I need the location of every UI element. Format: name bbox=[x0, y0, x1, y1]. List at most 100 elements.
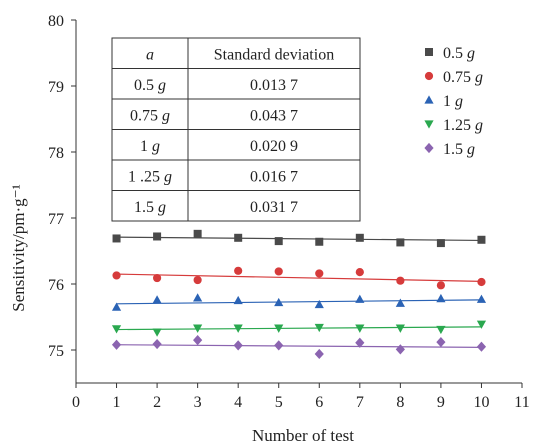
legend-marker-series-2 bbox=[424, 95, 434, 104]
legend-label-series-2-value: 1 bbox=[443, 93, 451, 110]
data-point-series-4 bbox=[355, 337, 365, 348]
data-point-series-2 bbox=[355, 294, 365, 303]
data-point-series-3 bbox=[193, 324, 203, 333]
table-cell-sd: 0.020 9 bbox=[250, 138, 298, 155]
data-point-series-0 bbox=[274, 237, 283, 246]
trendline-series-2 bbox=[116, 299, 482, 305]
x-tick-label: 0 bbox=[72, 394, 80, 411]
data-point-series-2 bbox=[193, 293, 203, 302]
data-point-series-0 bbox=[355, 233, 364, 242]
y-tick-label: 75 bbox=[48, 343, 64, 360]
legend-label-series-1: 0.75 g bbox=[443, 69, 483, 86]
data-point-series-0 bbox=[315, 237, 324, 246]
data-point-series-1 bbox=[396, 276, 405, 285]
table-cell-a-value: 0.5 bbox=[134, 77, 154, 94]
table-cell-a: 0.5 g bbox=[134, 77, 166, 94]
y-tick-label: 80 bbox=[48, 13, 64, 30]
data-point-series-1 bbox=[477, 277, 486, 287]
data-point-series-1 bbox=[152, 273, 162, 283]
data-point-series-4 bbox=[233, 340, 243, 351]
legend-label-series-3-unit: g bbox=[471, 117, 483, 134]
trendline-series-3 bbox=[116, 326, 482, 331]
x-tick-label: 9 bbox=[437, 394, 445, 411]
table-cell-a-value: 1.5 bbox=[134, 199, 154, 216]
data-point-series-4 bbox=[314, 348, 324, 360]
legend-label-series-2: 1 g bbox=[443, 93, 463, 110]
table-cell-a: 1 g bbox=[140, 138, 160, 155]
data-point-series-0 bbox=[153, 232, 162, 241]
data-point-series-3 bbox=[233, 324, 243, 333]
legend-label-series-4: 1.5 g bbox=[443, 141, 475, 158]
trendlines bbox=[116, 236, 482, 348]
data-point-series-4 bbox=[476, 341, 487, 352]
data-point-series-2 bbox=[476, 294, 487, 303]
data-point-series-0 bbox=[436, 239, 445, 248]
table-cell-sd: 0.043 7 bbox=[250, 107, 298, 124]
trendline-series-1 bbox=[116, 273, 482, 282]
legend-marker-series-4 bbox=[424, 142, 434, 154]
data-point-series-3 bbox=[395, 324, 405, 333]
y-axis-title: Sensitivity/pm·g⁻¹ bbox=[9, 184, 28, 311]
legend-label-series-1-value: 0.75 bbox=[443, 69, 471, 86]
data-point-series-0 bbox=[112, 234, 121, 243]
data-point-series-0 bbox=[477, 235, 486, 244]
legend-label-series-0-value: 0.5 bbox=[443, 45, 463, 62]
data-point-series-2 bbox=[152, 295, 162, 304]
x-tick-label: 8 bbox=[396, 394, 404, 411]
data-point-series-1 bbox=[436, 281, 446, 290]
trendline-series-4 bbox=[116, 344, 482, 348]
data-point-series-4 bbox=[111, 339, 122, 350]
data-point-series-4 bbox=[436, 336, 446, 348]
legend-label-series-2-unit: g bbox=[451, 93, 463, 110]
x-tick-label: 5 bbox=[275, 394, 283, 411]
table-cell-sd: 0.031 7 bbox=[250, 199, 298, 216]
trendline-series-0 bbox=[116, 236, 482, 242]
data-point-series-3 bbox=[152, 328, 162, 337]
data-point-series-2 bbox=[233, 295, 243, 305]
table-cell-sd: 0.013 7 bbox=[250, 77, 298, 94]
data-point-series-4 bbox=[193, 335, 203, 346]
data-point-series-4 bbox=[152, 338, 162, 350]
table-cell-a-unit: g bbox=[158, 107, 170, 124]
x-tick-label: 11 bbox=[514, 394, 529, 411]
x-tick-label: 2 bbox=[153, 394, 161, 411]
table-cell-a: 0.75 g bbox=[130, 107, 170, 124]
data-point-series-0 bbox=[193, 229, 202, 238]
data-point-series-2 bbox=[314, 299, 324, 309]
data-point-series-3 bbox=[476, 320, 487, 329]
x-tick-label: 7 bbox=[356, 394, 364, 411]
x-axis-title: Number of test bbox=[252, 426, 354, 445]
table-cell-a-value: 1 bbox=[140, 138, 148, 155]
x-tick-label: 3 bbox=[194, 394, 202, 411]
legend-label-series-4-unit: g bbox=[463, 141, 475, 158]
table-cell-a: 1.5 g bbox=[134, 199, 166, 216]
data-point-series-3 bbox=[436, 325, 446, 335]
data-point-series-4 bbox=[395, 344, 405, 355]
legend-label-series-3-value: 1.25 bbox=[443, 117, 471, 134]
legend-marker-series-3 bbox=[424, 120, 434, 129]
inset-table: a Standard deviation 0.5 g 0.013 7 0.75 g 0.0… bbox=[111, 37, 361, 222]
table-cell-a-value: 0.75 bbox=[130, 107, 158, 124]
x-tick-label: 1 bbox=[113, 394, 121, 411]
table-cell-a-unit: g bbox=[160, 168, 172, 185]
legend-marker-series-0 bbox=[425, 48, 433, 56]
legend: 0.5 g0.75 g1 g1.25 g1.5 g bbox=[424, 45, 483, 158]
table-cell-a-unit: g bbox=[148, 138, 160, 155]
data-point-series-2 bbox=[436, 293, 446, 303]
y-tick-label: 77 bbox=[48, 211, 64, 228]
data-point-series-2 bbox=[274, 297, 284, 307]
data-point-series-3 bbox=[111, 325, 122, 334]
data-point-series-4 bbox=[274, 340, 284, 351]
data-point-series-2 bbox=[395, 298, 405, 307]
legend-marker-series-1 bbox=[424, 71, 434, 81]
x-tick-label: 6 bbox=[315, 394, 323, 411]
x-tick-label: 10 bbox=[473, 394, 489, 411]
data-point-series-3 bbox=[314, 323, 324, 333]
legend-label-series-3: 1.25 g bbox=[443, 117, 483, 134]
table-cell-a-unit: g bbox=[154, 199, 166, 216]
data-points bbox=[111, 229, 487, 360]
data-point-series-0 bbox=[234, 233, 243, 242]
data-point-series-0 bbox=[396, 238, 405, 247]
